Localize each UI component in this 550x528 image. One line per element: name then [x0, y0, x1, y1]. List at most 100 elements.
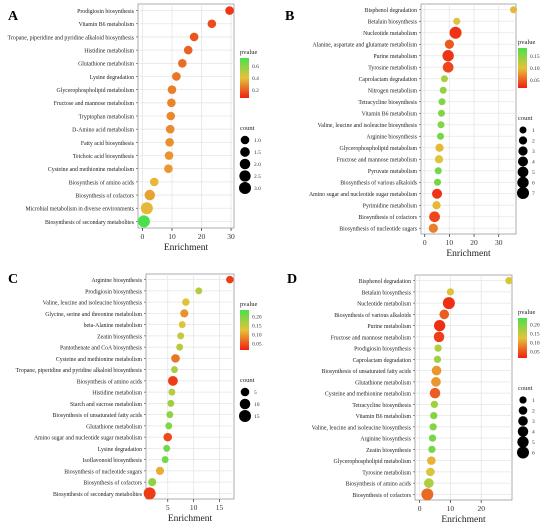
data-point — [428, 223, 438, 233]
chart-panel-a: A 0 10 20 30 Prodigiosin biosynthesis Vitamin … — [8, 3, 261, 253]
data-point — [434, 344, 442, 352]
category-label: Arginine biosynthesis — [91, 278, 142, 284]
data-point — [143, 487, 156, 500]
category-label: Biosynthesis of secondary metabolites — [53, 491, 143, 498]
data-point — [161, 456, 169, 464]
data-point — [435, 143, 444, 152]
plot-area — [145, 273, 235, 500]
data-point — [440, 75, 448, 83]
category-label: Glutathione metabolism — [86, 424, 142, 430]
size-legend-dot — [517, 436, 529, 448]
chart-panel-c: C 5 10 15 Arginine biosynthesis Prodigiosin b… — [8, 272, 262, 524]
colorbar-tick-label: 0.15 — [530, 54, 540, 60]
x-tick-label: 10 — [447, 504, 455, 513]
data-point — [429, 211, 440, 223]
category-label: Fructose and mannose metabolism — [337, 158, 418, 164]
plot-area — [414, 274, 513, 501]
size-legend-label: 4 — [532, 160, 535, 166]
size-legend-label: 3 — [532, 419, 535, 425]
category-label: Biosynthesis of amino acids — [346, 481, 412, 488]
x-tick-label: 20 — [470, 238, 478, 247]
color-legend-title: pvalue — [240, 301, 257, 308]
x-tick-label: 30 — [227, 232, 235, 241]
data-point — [449, 26, 462, 39]
data-point — [510, 6, 518, 14]
x-axis-label: Enrichment — [164, 243, 209, 253]
size-legend-dot — [239, 158, 251, 170]
size-legend-label: 1.0 — [254, 138, 261, 144]
data-point — [171, 354, 180, 363]
data-point — [167, 375, 178, 386]
data-point — [434, 155, 444, 164]
category-label: Tropane, piperidine and pyridine alkaloi… — [8, 35, 135, 41]
category-label: Vitamin B6 metabolism — [362, 112, 418, 118]
data-point — [428, 434, 437, 442]
colorbar-tick-label: 0.10 — [252, 333, 262, 339]
colorbar — [518, 318, 527, 358]
category-label: Starch and sucrose metabolism — [70, 402, 142, 408]
category-label: Biosynthesis of unsaturated fatty acids — [52, 412, 142, 419]
data-point — [431, 365, 442, 376]
colorbar-tick-label: 0.05 — [530, 350, 540, 356]
category-label: Nucleotide metabolism — [357, 302, 411, 308]
data-point — [432, 201, 441, 210]
data-point — [178, 321, 186, 329]
color-legend-title: pvalue — [240, 49, 257, 56]
data-point — [438, 98, 446, 106]
size-legend-label: 3 — [532, 149, 535, 155]
panel-label: A — [8, 9, 19, 24]
data-point — [433, 331, 445, 343]
x-tick-label: 10 — [168, 232, 176, 241]
category-label: Biosynthesis of nucleotide sugars — [339, 226, 418, 233]
category-label: Alanine, aspartate and glutamate metabol… — [313, 43, 418, 49]
category-label: Tyrosine metabolism — [368, 66, 417, 72]
category-label: Glycine, serine and threonine metabolism — [45, 312, 142, 318]
category-label: Histidine metabolism — [92, 391, 142, 397]
data-point — [144, 189, 156, 201]
category-label: Microbial metabolism in diverse environm… — [25, 207, 134, 213]
category-label: beta-Alanine metabolism — [84, 323, 143, 329]
category-label: Arginine biosynthesis — [360, 437, 411, 443]
category-label: Fructose and mannose metabolism — [54, 101, 135, 107]
data-point — [137, 215, 150, 228]
category-label: Bisphenol degradation — [359, 279, 411, 285]
colorbar-tick-label: 0.4 — [252, 76, 259, 82]
category-label: Biosynthesis of cofactors — [358, 214, 417, 221]
category-label: Lysine degradation — [90, 75, 134, 81]
size-legend-dot — [239, 410, 251, 422]
category-label: Biosynthesis of cofactors — [352, 492, 411, 499]
size-legend-label: 4 — [532, 430, 535, 436]
category-label: Tetracycline biosynthesis — [358, 100, 417, 106]
size-legend-label: 2.0 — [254, 162, 261, 168]
data-point — [430, 411, 438, 420]
data-point — [431, 377, 441, 387]
category-label: Betalain biosynthesis — [368, 20, 418, 26]
data-point — [436, 132, 445, 140]
data-point — [171, 366, 178, 374]
category-label: Isoflavonoid biosynthesis — [83, 457, 143, 464]
size-legend-dot — [517, 166, 529, 178]
data-point — [177, 58, 187, 68]
category-label: Glycerophospholipid metabolism — [57, 88, 135, 94]
category-label: Vitamin B6 metabolism — [356, 414, 412, 420]
data-point — [177, 332, 185, 340]
x-axis-label: Enrichment — [441, 515, 486, 523]
data-point — [446, 288, 455, 296]
category-label: Biosynthesis of secondary metabolites — [45, 219, 135, 226]
category-label: Betalain biosynthesis — [362, 290, 412, 296]
size-legend-label: 5 — [254, 390, 257, 396]
colorbar-tick-label: 0.10 — [530, 66, 540, 72]
category-label: Amino sugar and nucleotide sugar metabol… — [309, 192, 418, 198]
colorbar-tick-label: 0.15 — [530, 331, 540, 337]
data-point — [429, 387, 441, 399]
category-label: Vitamin B6 metabolism — [79, 22, 135, 28]
x-tick-label: 10 — [446, 238, 454, 247]
size-legend-label: 15 — [254, 414, 260, 420]
data-point — [195, 287, 203, 295]
data-point — [163, 432, 173, 442]
category-label: Biosynthesis of various alkaloids — [340, 180, 418, 187]
colorbar — [240, 58, 249, 98]
plot-area — [420, 3, 517, 235]
data-point — [180, 309, 189, 318]
